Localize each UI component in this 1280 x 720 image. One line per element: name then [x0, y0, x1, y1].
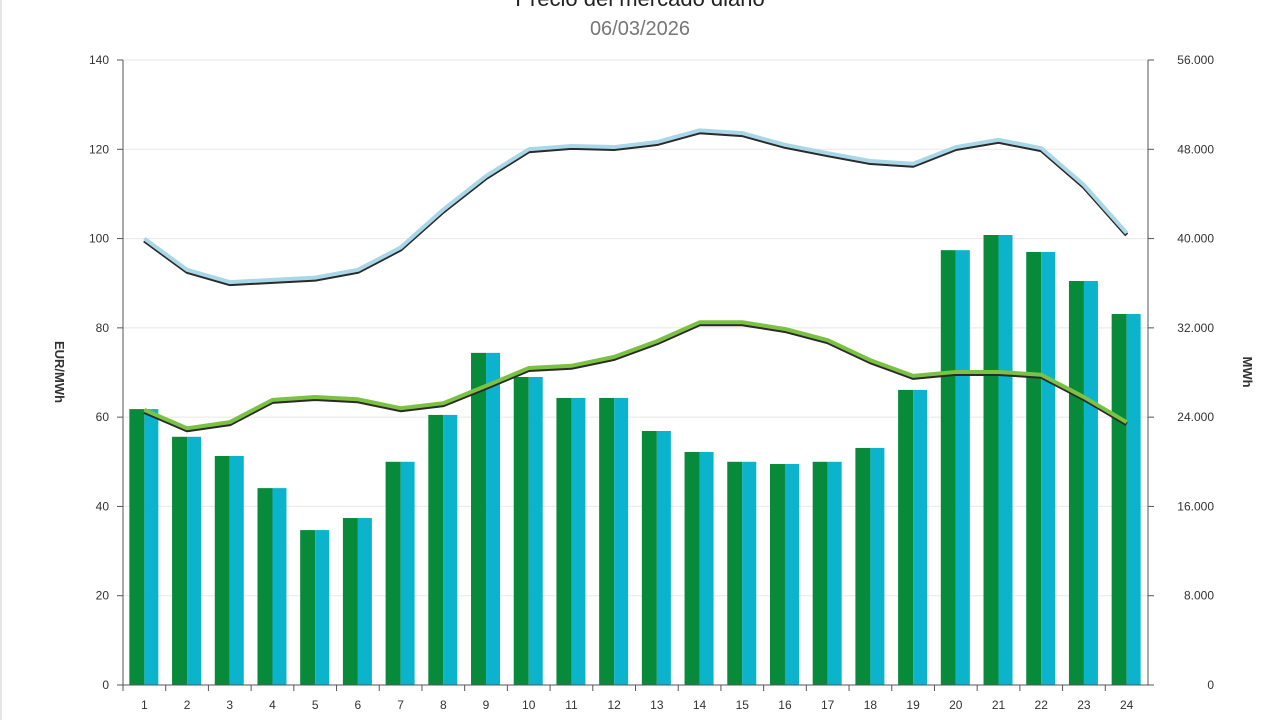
- bar-series-1: [471, 352, 487, 685]
- y-tick-label: 140: [89, 53, 109, 67]
- bar-series-1: [855, 447, 871, 685]
- bar-series-2: [656, 430, 671, 685]
- y-axis-title: EUR/MWh: [52, 341, 67, 403]
- x-tick-label: 20: [949, 698, 963, 712]
- x-tick-label: 2: [184, 698, 191, 712]
- bar-series-1: [385, 461, 401, 685]
- bar-series-2: [144, 409, 159, 685]
- x-tick-label: 11: [565, 698, 578, 712]
- bar-series-1: [727, 461, 743, 685]
- bar-series-2: [315, 530, 330, 685]
- chart-subtitle: 06/03/2026: [589, 18, 691, 40]
- bar-series-1: [300, 530, 316, 685]
- page-border: [0, 0, 2, 720]
- bar-series-1: [513, 376, 529, 685]
- y2-tick-label: 0: [1207, 678, 1214, 692]
- line-series-1: [143, 128, 1129, 285]
- bar-series-1: [769, 464, 785, 685]
- bar-series-1: [983, 235, 999, 685]
- bar-series-2: [229, 455, 244, 685]
- x-tick-label: 6: [355, 698, 362, 712]
- bar-series-2: [614, 397, 629, 685]
- x-tick-label: 12: [607, 698, 621, 712]
- x-tick-label: 24: [1120, 698, 1134, 712]
- bar-series-2: [443, 414, 458, 685]
- x-tick-label: 18: [864, 698, 878, 712]
- x-tick-label: 13: [650, 698, 664, 712]
- bar-series-2: [357, 518, 372, 685]
- x-tick-label: 7: [397, 698, 404, 712]
- bar-series-2: [1041, 251, 1056, 685]
- bar-series-2: [913, 389, 928, 685]
- x-tick-label: 5: [312, 698, 319, 712]
- line-shadow: [143, 322, 1128, 433]
- y2-tick-label: 32.000: [1177, 321, 1214, 335]
- bar-series-2: [699, 451, 714, 685]
- x-tick-label: 14: [693, 698, 707, 712]
- y-tick-label: 20: [96, 589, 110, 603]
- bar-series-1: [257, 488, 273, 685]
- y2-tick-label: 40.000: [1177, 232, 1214, 246]
- bar-series-2: [827, 461, 842, 685]
- x-tick-label: 17: [821, 698, 835, 712]
- x-tick-label: 8: [440, 698, 447, 712]
- bar-series-2: [998, 235, 1013, 685]
- x-tick-label: 4: [269, 698, 276, 712]
- x-tick-label: 23: [1077, 698, 1091, 712]
- bar-series-1: [172, 436, 188, 685]
- y-tick-label: 80: [96, 321, 110, 335]
- y2-tick-label: 48.000: [1177, 142, 1214, 156]
- y-tick-label: 100: [89, 232, 109, 246]
- x-tick-label: 16: [778, 698, 792, 712]
- x-tick-label: 19: [906, 698, 920, 712]
- bar-series-1: [556, 397, 572, 685]
- x-tick-label: 3: [226, 698, 233, 712]
- y2-tick-label: 56.000: [1177, 53, 1214, 67]
- bar-series-1: [214, 455, 230, 685]
- y2-tick-label: 8.000: [1184, 589, 1214, 603]
- bar-series-1: [428, 414, 444, 685]
- bar-series-2: [400, 461, 415, 685]
- bar-series-1: [812, 461, 828, 685]
- bar-series-1: [898, 389, 914, 685]
- bar-series-1: [641, 430, 657, 685]
- line-shadow: [143, 130, 1129, 287]
- bar-series-2: [528, 376, 543, 685]
- bar-series-2: [187, 436, 202, 685]
- bar-series-1: [1068, 280, 1084, 685]
- line-series-2: [143, 320, 1128, 431]
- bar-series-2: [1083, 280, 1098, 685]
- bar-series-1: [599, 397, 615, 685]
- y-tick-label: 40: [96, 499, 110, 513]
- x-tick-label: 22: [1035, 698, 1049, 712]
- x-tick-label: 15: [736, 698, 750, 712]
- y-tick-label: 0: [102, 678, 109, 692]
- bar-series-2: [486, 352, 501, 685]
- y-tick-label: 60: [96, 410, 110, 424]
- x-tick-label: 1: [141, 698, 148, 712]
- bar-series-1: [684, 451, 700, 685]
- bar-series-2: [784, 464, 799, 685]
- y2-tick-label: 16.000: [1177, 499, 1214, 513]
- bar-series-2: [742, 461, 757, 685]
- y-tick-label: 120: [89, 142, 109, 156]
- bar-series-2: [870, 447, 885, 685]
- x-tick-label: 10: [522, 698, 536, 712]
- bar-series-2: [571, 397, 586, 685]
- chart-title: Precio del mercado diario: [0, 0, 1280, 12]
- bar-series-1: [342, 518, 358, 685]
- bar-series-2: [272, 488, 287, 685]
- bar-series-2: [955, 250, 970, 685]
- y2-tick-label: 24.000: [1177, 410, 1214, 424]
- y2-axis-title: MWh: [1240, 356, 1255, 387]
- x-tick-label: 9: [483, 698, 490, 712]
- bar-series-1: [1111, 314, 1127, 685]
- bar-series-1: [1026, 251, 1042, 685]
- bar-series-1: [940, 250, 956, 685]
- bar-series-2: [1126, 314, 1141, 685]
- bar-series-1: [129, 409, 145, 685]
- x-tick-label: 21: [992, 698, 1006, 712]
